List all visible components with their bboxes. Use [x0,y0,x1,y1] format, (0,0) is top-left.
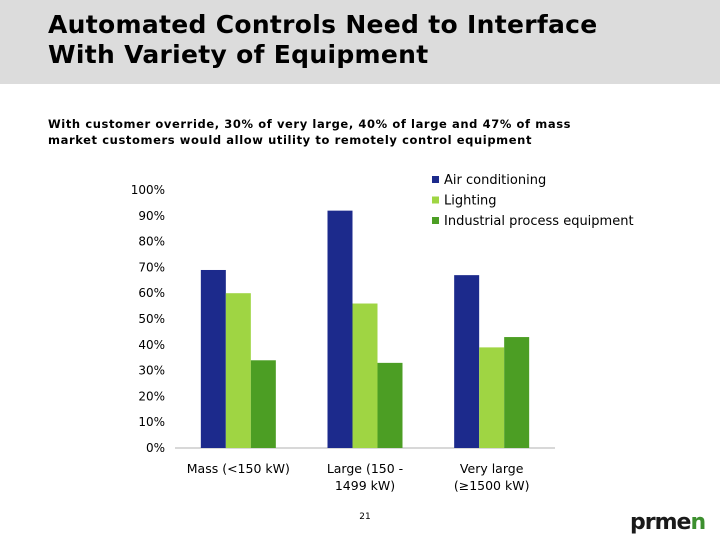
slide-title-line1: Automated Controls Need to Interface [48,10,598,39]
legend-swatch [432,217,439,224]
y-tick-label: 70% [138,260,165,274]
logo-text-end: n [690,510,706,535]
bar [200,269,226,448]
slide-subtitle-line2: market customers would allow utility to … [48,133,533,147]
slide-subtitle-line1: With customer override, 30% of very larg… [48,117,572,131]
y-tick-label: 100% [131,183,165,197]
x-tick-label: Very large [460,461,524,476]
bar [504,337,530,448]
legend-swatch [432,196,439,204]
slide-title: Automated Controls Need to Interface Wit… [48,10,598,70]
x-tick-label: 1499 kW) [335,478,395,493]
bar [327,210,353,448]
x-tick-label: Mass (<150 kW) [187,461,290,476]
legend-swatch [432,176,439,183]
bar [454,275,480,448]
x-tick-label: Large (150 - [327,461,403,476]
slide-title-line2: With Variety of Equipment [48,40,429,69]
x-tick-label: (≥1500 kW) [454,478,530,493]
prmen-logo: prmen [630,510,706,535]
bar [479,347,505,448]
page-number: 21 [359,512,371,522]
logo-text-main: prme [630,510,691,535]
y-tick-label: 90% [138,209,165,223]
bar [225,293,251,448]
title-band [0,0,720,84]
y-tick-label: 10% [138,415,165,429]
bar-chart: 0% 10% 20% 30% 40% 50% 60% 70% 80% 90% 100% Mass (<… [131,173,634,493]
y-tick-label: 50% [138,312,165,326]
slide-subtitle: With customer override, 30% of very larg… [48,116,588,148]
bar [352,303,378,448]
legend-label: Industrial process equipment [444,214,634,229]
y-tick-label: 0% [146,441,165,455]
legend-label: Lighting [444,194,497,209]
y-tick-label: 30% [138,364,165,378]
bar [250,360,276,448]
y-tick-label: 40% [138,338,165,352]
y-tick-label: 60% [138,286,165,300]
bar [377,362,403,448]
legend-label: Air conditioning [444,173,546,188]
y-tick-label: 20% [138,389,165,403]
y-tick-label: 80% [138,235,165,249]
